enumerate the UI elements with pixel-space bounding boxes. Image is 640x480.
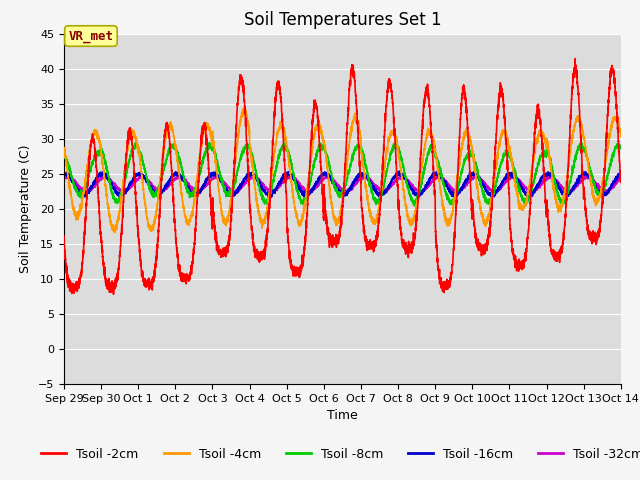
Legend: Tsoil -2cm, Tsoil -4cm, Tsoil -8cm, Tsoil -16cm, Tsoil -32cm: Tsoil -2cm, Tsoil -4cm, Tsoil -8cm, Tsoi… — [36, 443, 640, 466]
Text: VR_met: VR_met — [68, 29, 113, 43]
Title: Soil Temperatures Set 1: Soil Temperatures Set 1 — [244, 11, 441, 29]
Y-axis label: Soil Temperature (C): Soil Temperature (C) — [19, 144, 33, 273]
X-axis label: Time: Time — [327, 409, 358, 422]
